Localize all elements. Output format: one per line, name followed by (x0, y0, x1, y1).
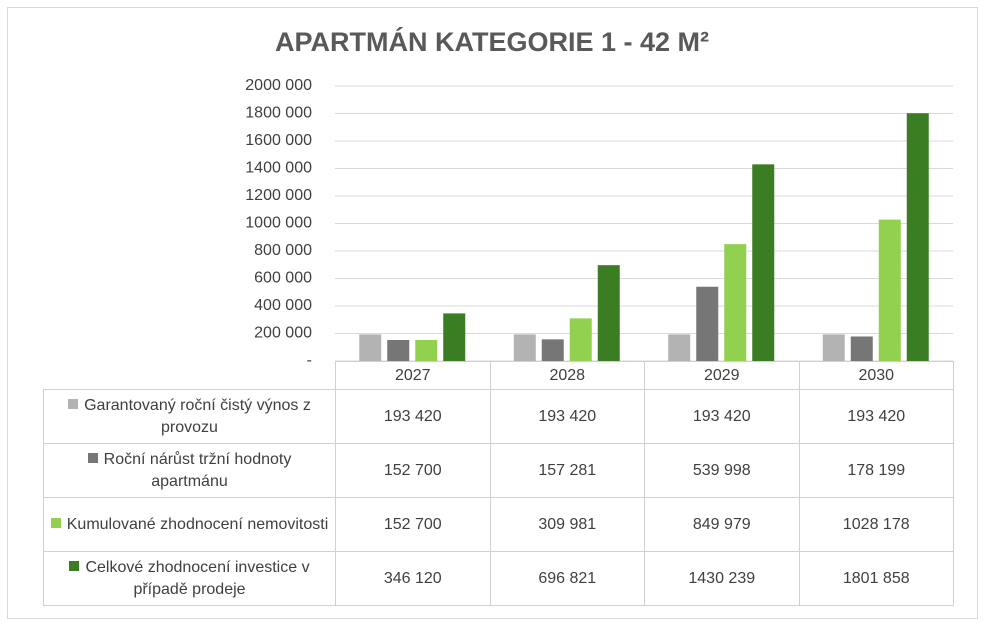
table-value-cell: 193 420 (335, 389, 491, 444)
bar (696, 286, 719, 361)
legend-entry: Roční nárůst tržní hodnoty apartmánu (50, 449, 329, 493)
legend-label: Garantovaný roční čistý výnos z provozu (84, 396, 311, 436)
legend-key (50, 517, 61, 528)
legend-entry: Kumulované zhodnocení nemovitosti (50, 514, 329, 536)
bar (752, 164, 775, 361)
table-header-cell: 2030 (798, 361, 954, 390)
legend-label: Kumulované zhodnocení nemovitosti (66, 515, 329, 533)
legend-cell: Roční nárůst tržní hodnoty apartmánu (43, 443, 336, 498)
bar (850, 336, 873, 361)
y-tick-label: 2000 000 (245, 77, 312, 94)
bar (822, 334, 845, 361)
legend-cell: Kumulované zhodnocení nemovitosti (43, 497, 336, 552)
y-tick-label: 1400 000 (245, 160, 312, 177)
y-tick-label: - (307, 352, 312, 369)
table-value-cell: 157 281 (489, 443, 645, 498)
y-tick-label: 1000 000 (245, 215, 312, 232)
legend-key (68, 398, 79, 409)
y-tick-label: 600 000 (254, 270, 312, 287)
bar (878, 219, 901, 361)
chart-title: APARTMÁN KATEGORIE 1 - 42 M² (275, 26, 709, 57)
table-header-cell: 2028 (489, 361, 645, 390)
bar (415, 340, 438, 361)
y-tick-label: 1600 000 (245, 132, 312, 149)
legend-entry: Celkové zhodnocení investice v případě p… (50, 557, 329, 601)
table-value-cell: 178 199 (798, 443, 954, 498)
bar (668, 334, 691, 361)
table-value-cell: 193 420 (489, 389, 645, 444)
bar (443, 313, 466, 361)
legend-cell: Celkové zhodnocení investice v případě p… (43, 551, 336, 606)
bar (359, 334, 382, 361)
table-value-cell: 1430 239 (644, 551, 800, 606)
table-value-cell: 539 998 (644, 443, 800, 498)
y-tick-label: 1800 000 (245, 105, 312, 122)
bar (387, 340, 410, 361)
legend-key (87, 452, 98, 463)
table-value-cell: 1028 178 (798, 497, 954, 552)
legend-label: Celkové zhodnocení investice v případě p… (85, 558, 310, 598)
table-value-cell: 309 981 (489, 497, 645, 552)
table-value-cell: 152 700 (335, 497, 491, 552)
table-value-cell: 346 120 (335, 551, 491, 606)
table-value-cell: 1801 858 (798, 551, 954, 606)
bar (569, 318, 592, 361)
table-header-cell: 2029 (644, 361, 800, 390)
bar (597, 265, 620, 361)
table-value-cell: 152 700 (335, 443, 491, 498)
table-value-cell: 193 420 (798, 389, 954, 444)
table-value-cell: 193 420 (644, 389, 800, 444)
chart-frame (7, 7, 978, 619)
legend-key (69, 560, 80, 571)
y-tick-label: 400 000 (254, 297, 312, 314)
bar (906, 113, 929, 361)
y-tick-label: 1200 000 (245, 187, 312, 204)
legend-label: Roční nárůst tržní hodnoty apartmánu (103, 450, 292, 490)
y-tick-label: 200 000 (254, 325, 312, 342)
table-value-cell: 849 979 (644, 497, 800, 552)
bar (541, 339, 564, 361)
table-value-cell: 696 821 (489, 551, 645, 606)
legend-entry: Garantovaný roční čistý výnos z provozu (50, 395, 329, 439)
bar (724, 244, 747, 361)
legend-cell: Garantovaný roční čistý výnos z provozu (43, 389, 336, 444)
bar (513, 334, 536, 361)
y-tick-label: 800 000 (254, 242, 312, 259)
table-header-cell: 2027 (335, 361, 491, 390)
